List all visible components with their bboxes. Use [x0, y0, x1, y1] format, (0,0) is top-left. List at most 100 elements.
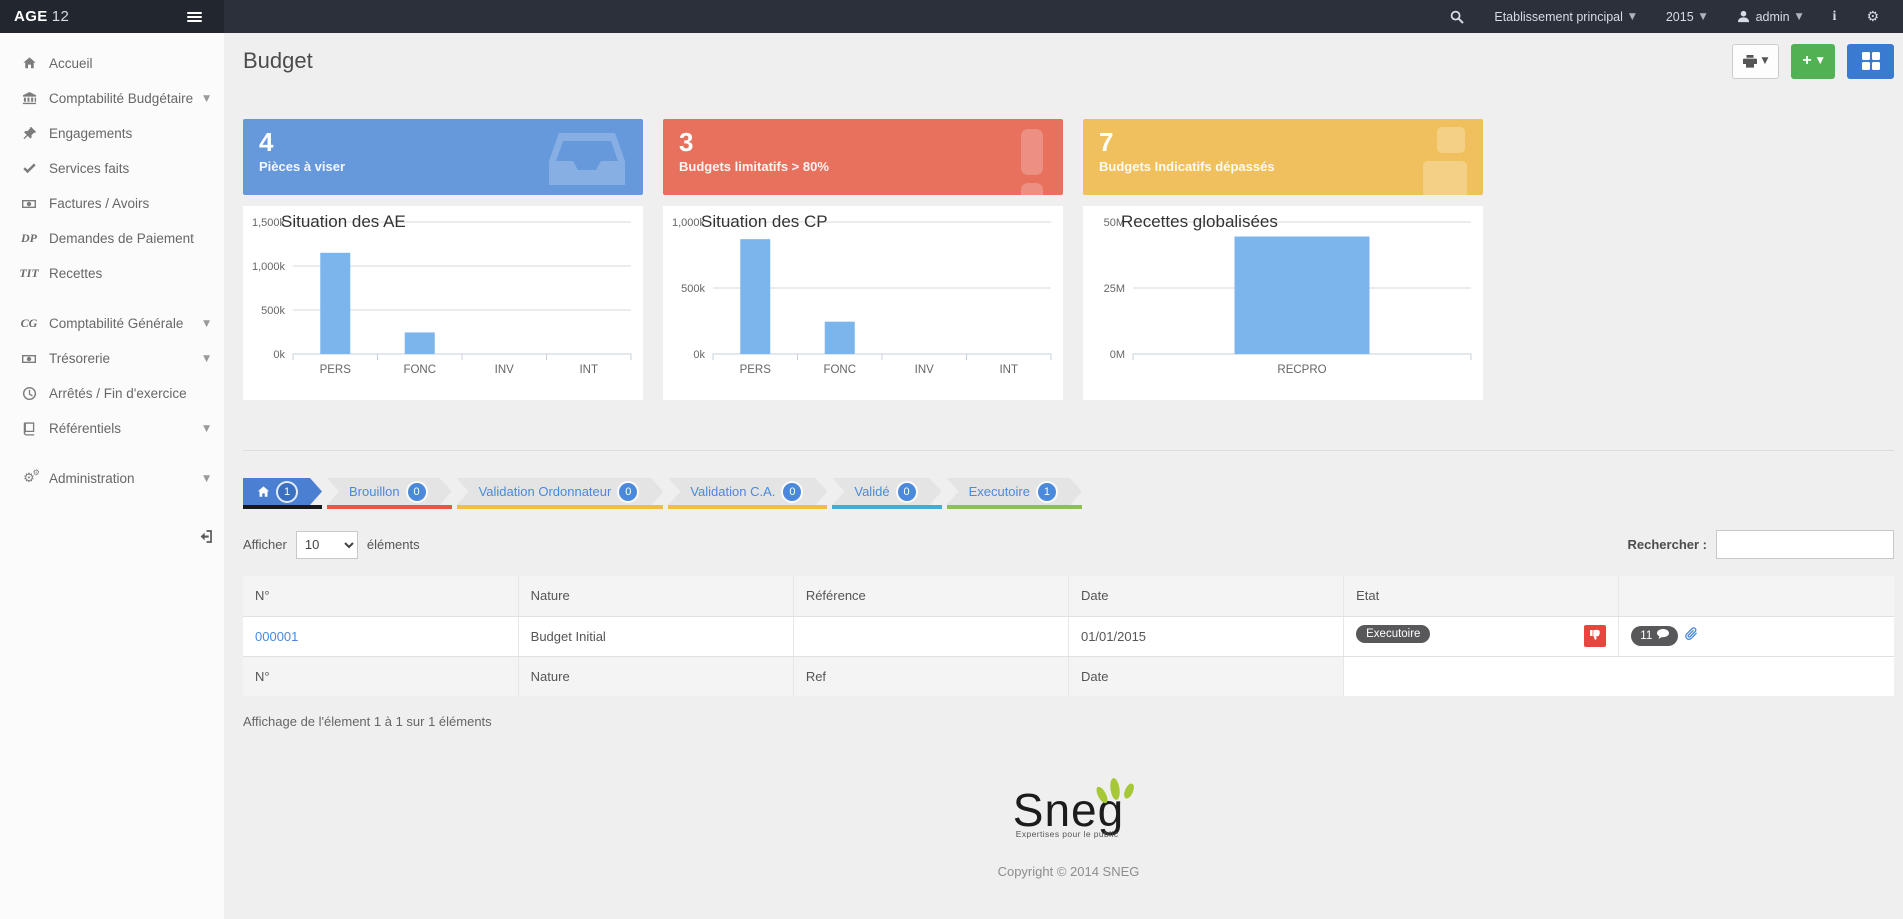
- workflow-tab-underline: [832, 505, 942, 509]
- home-icon: [17, 56, 41, 71]
- sidebar-item-referentiels[interactable]: Référentiels ▼: [0, 411, 224, 446]
- column-header[interactable]: Référence: [793, 576, 1069, 617]
- reject-button[interactable]: [1584, 625, 1607, 647]
- sidebar-menu: Accueil Comptabilité Budgétaire ▼ Engagemen…: [0, 46, 224, 496]
- cg-text-icon: CG: [20, 316, 38, 330]
- app-logo-version: 12: [51, 8, 70, 25]
- paperclip-icon[interactable]: [1684, 627, 1698, 644]
- workflow-tab-label: Validation C.A.: [690, 484, 776, 499]
- length-label-after: éléments: [366, 537, 420, 552]
- chevron-down-icon: ▼: [203, 353, 210, 364]
- year-selector[interactable]: 2015 ▼: [1666, 10, 1707, 24]
- page-length-select[interactable]: 10: [295, 530, 358, 559]
- svg-text:0k: 0k: [693, 349, 705, 361]
- workflow-tab-validation-ordonnateur[interactable]: Validation Ordonnateur 0: [456, 478, 664, 509]
- column-footer: N°: [243, 656, 519, 696]
- plus-icon: +: [1802, 52, 1812, 69]
- clock-icon: [17, 386, 41, 401]
- add-button[interactable]: + ▼: [1791, 43, 1835, 79]
- establishment-selector[interactable]: Etablissement principal ▼: [1494, 10, 1635, 24]
- app-logo: AGE 12: [14, 8, 69, 25]
- workflow-tab-brouillon[interactable]: Brouillon 0: [327, 478, 452, 509]
- sidebar-item-label: Recettes: [49, 266, 103, 281]
- chart-panel-0: 0k 500k 1,000k 1,500k PERS FONC INV INT Situatio…: [243, 206, 643, 400]
- workflow-tab-validation-ca[interactable]: Validation C.A. 0: [668, 478, 828, 509]
- stat-card-0[interactable]: 4 Pièces à viser: [243, 119, 643, 195]
- chevron-down-icon: ▼: [203, 318, 210, 329]
- workflow-tab-count: 0: [898, 483, 916, 501]
- app-brand: AGE 12: [0, 0, 224, 33]
- column-header[interactable]: N°: [243, 576, 519, 617]
- column-footer: Date: [1068, 656, 1345, 696]
- workflow-tab-count: 0: [783, 483, 801, 501]
- search-icon[interactable]: [1450, 10, 1465, 24]
- sidebar-collapse-icon[interactable]: [197, 528, 214, 550]
- money-icon: [17, 197, 41, 211]
- workflow-tab-count: 1: [278, 483, 296, 501]
- sidebar-item-accueil[interactable]: Accueil: [0, 46, 224, 81]
- main-content: Budget ▼ + ▼ 4 Pièces à viser 3 Budgets lim…: [224, 0, 1903, 879]
- svg-text:0k: 0k: [273, 349, 285, 361]
- chart-title: Situation des AE: [281, 212, 406, 231]
- workflow-tab-label: Validé: [854, 484, 890, 499]
- svg-text:INV: INV: [495, 364, 515, 376]
- workflow-tab-accueil[interactable]: 1: [243, 478, 322, 509]
- sidebar-item-label: Comptabilité Budgétaire: [49, 91, 194, 106]
- column-header[interactable]: Nature: [518, 576, 794, 617]
- table-row: 000001 Budget Initial 01/01/2015 Executoire…: [243, 616, 1894, 657]
- chart-panel-2: 0M 25M 50M RECPRO Recettes globalisées: [1083, 206, 1483, 400]
- row-number-link[interactable]: 000001: [255, 628, 299, 644]
- chevron-down-icon: ▼: [203, 473, 210, 484]
- search-input[interactable]: [1716, 530, 1894, 559]
- pin-icon: [17, 126, 41, 141]
- stat-card-value: 7: [1099, 127, 1114, 157]
- sidebar-item-arretes-fin-exercice[interactable]: Arrêtés / Fin d'exercice: [0, 376, 224, 411]
- bank-icon: [17, 91, 41, 106]
- grid-view-button[interactable]: [1847, 43, 1894, 79]
- page-length-control: Afficher 10 éléments: [243, 530, 420, 559]
- stat-card-1[interactable]: 3 Budgets limitatifs > 80%: [663, 119, 1063, 195]
- chevron-down-icon: ▼: [1628, 11, 1636, 22]
- workflow-tab-valide[interactable]: Validé 0: [832, 478, 942, 509]
- sidebar-item-comptabilite-budgetaire[interactable]: Comptabilité Budgétaire ▼: [0, 81, 224, 116]
- sidebar-item-label: Factures / Avoirs: [49, 196, 150, 211]
- row-nature: Budget Initial: [518, 616, 794, 657]
- sidebar-item-demandes-de-paiement[interactable]: DP Demandes de Paiement: [0, 221, 224, 256]
- copyright: Copyright © 2014 SNEG: [997, 864, 1140, 879]
- sidebar-item-services-faits[interactable]: Services faits: [0, 151, 224, 186]
- svg-text:INT: INT: [579, 364, 598, 376]
- sidebar-item-tresorerie[interactable]: Trésorerie ▼: [0, 341, 224, 376]
- stat-card-2[interactable]: 7 Budgets Indicatifs dépassés: [1083, 119, 1483, 195]
- info-icon[interactable]: i: [1832, 8, 1837, 24]
- column-header[interactable]: Etat: [1343, 576, 1620, 617]
- chevron-down-icon: ▼: [1699, 11, 1707, 22]
- hamburger-menu-icon[interactable]: [187, 11, 202, 22]
- column-header[interactable]: Date: [1068, 576, 1345, 617]
- sidebar-item-engagements[interactable]: Engagements: [0, 116, 224, 151]
- svg-text:1,500k: 1,500k: [252, 217, 286, 229]
- comments-badge[interactable]: 11: [1631, 626, 1679, 646]
- sidebar-item-comptabilite-generale[interactable]: CG Comptabilité Générale ▼: [0, 306, 224, 341]
- chart-panel-1: 0k 500k 1,000k PERS FONC INV INT Situation des …: [663, 206, 1063, 400]
- sidebar-item-administration[interactable]: ⚙ ⚙ Administration ▼: [0, 461, 224, 496]
- header-buttons: ▼ + ▼: [1732, 43, 1894, 79]
- column-header[interactable]: [1618, 576, 1894, 617]
- svg-text:FONC: FONC: [403, 364, 436, 376]
- length-label-before: Afficher: [243, 537, 287, 552]
- chevron-down-icon: ▼: [1816, 56, 1824, 66]
- gears-icon: ⚙ ⚙: [23, 468, 40, 486]
- gear-icon[interactable]: ⚙: [1866, 8, 1879, 25]
- grid-icon: [1861, 52, 1880, 70]
- column-footer: Ref: [793, 656, 1069, 696]
- sidebar-item-recettes[interactable]: TIT Recettes: [0, 256, 224, 291]
- svg-text:PERS: PERS: [320, 364, 352, 376]
- workflow-tab-executoire[interactable]: Executoire 1: [946, 478, 1082, 509]
- inbox-icon: [547, 127, 627, 194]
- print-button[interactable]: ▼: [1732, 43, 1779, 79]
- sidebar-item-factures-avoirs[interactable]: Factures / Avoirs: [0, 186, 224, 221]
- blocks-icon: [1413, 127, 1467, 195]
- workflow-tab-label: Executoire: [968, 484, 1030, 499]
- workflow-tab-label: Brouillon: [349, 484, 400, 499]
- user-menu[interactable]: admin ▼: [1737, 10, 1803, 24]
- column-footer-blank: [1343, 656, 1619, 696]
